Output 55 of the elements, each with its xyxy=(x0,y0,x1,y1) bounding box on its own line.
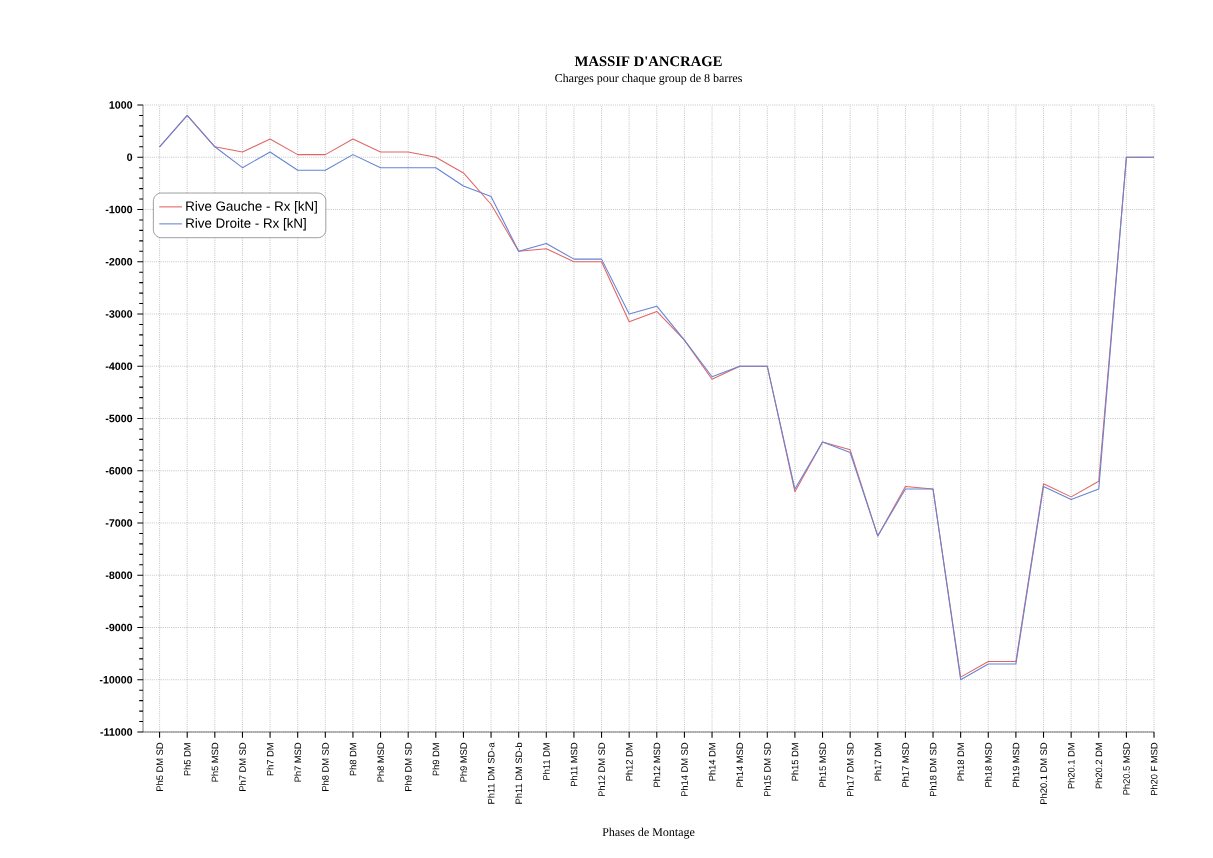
y-tick-label: -1000 xyxy=(105,205,133,214)
x-tick-label: Ph18 DM xyxy=(957,743,965,781)
x-tick-label: Ph20.5 MSD xyxy=(1122,742,1130,795)
x-tick-label: Ph14 DM xyxy=(708,743,716,781)
x-tick-label: Ph14 DM SD xyxy=(681,742,688,797)
y-tick-label: -10000 xyxy=(99,675,133,684)
legend-label: Rive Gauche - Rx [kN] xyxy=(186,201,317,214)
x-tick-label: Ph18 MSD xyxy=(984,742,992,787)
y-tick-label: -2000 xyxy=(105,257,133,266)
x-tick-label: Ph19 MSD xyxy=(1012,742,1020,787)
y-tick-label: -3000 xyxy=(105,310,133,318)
x-tick-label: Ph17 DM SD xyxy=(846,742,854,797)
x-tick-label: Ph20 F MSD xyxy=(1150,742,1158,796)
chart-title: MASSIF D'ANCRAGE xyxy=(574,56,722,67)
y-tick-label: 0 xyxy=(127,153,133,162)
x-tick-label: Ph20.1 DM SD xyxy=(1040,742,1047,804)
x-tick-label: Ph11 DM xyxy=(542,743,550,780)
y-tick-label: -7000 xyxy=(105,519,133,527)
x-tick-label: Ph12 DM xyxy=(625,743,633,781)
x-tick-label: Ph9 DM xyxy=(432,743,440,776)
x-tick-label: Ph5 DM xyxy=(183,743,191,776)
x-axis-title: Phases de Montage xyxy=(602,827,695,839)
x-tick-label: Ph11 MSD xyxy=(570,742,578,787)
x-tick-label: Ph8 DM SD xyxy=(321,742,329,791)
y-tick-label: -6000 xyxy=(105,466,133,475)
x-tick-label: Ph11 DM SD-a xyxy=(487,742,495,804)
x-tick-label: Ph7 DM xyxy=(266,743,274,776)
x-tick-label: Ph5 DM SD xyxy=(156,742,163,791)
y-tick-label: -5000 xyxy=(105,414,133,423)
x-tick-label: Ph14 MSD xyxy=(736,742,744,787)
x-tick-label: Ph9 DM SD xyxy=(404,742,412,791)
x-tick-label: Ph17 MSD xyxy=(901,742,909,787)
x-tick-label: Ph20.1 DM xyxy=(1067,743,1075,789)
x-tick-label: Ph7 MSD xyxy=(294,742,302,782)
x-tick-label: Ph20.2 DM xyxy=(1095,743,1103,789)
x-tick-label: Ph7 DM SD xyxy=(239,742,246,791)
x-tick-label: Ph8 DM xyxy=(349,743,357,776)
legend-label: Rive Droite - Rx [kN] xyxy=(186,218,306,231)
x-tick-label: Ph12 MSD xyxy=(653,742,661,787)
y-tick-label: 1000 xyxy=(109,101,133,109)
x-tick-label: Ph5 MSD xyxy=(211,742,219,782)
x-tick-label: Ph8 MSD xyxy=(377,742,384,782)
x-tick-label: Ph15 DM xyxy=(791,743,799,781)
y-tick-label: -8000 xyxy=(105,571,133,580)
x-tick-label: Ph9 MSD xyxy=(460,742,467,782)
y-tick-label: -9000 xyxy=(105,623,133,632)
chart-subtitle: Charges pour chaque group de 8 barres xyxy=(555,73,742,85)
x-tick-label: Ph17 DM xyxy=(874,743,882,781)
x-tick-label: Ph15 DM SD xyxy=(763,742,771,797)
x-tick-label: Ph11 DM SD-b xyxy=(515,742,523,804)
y-tick-label: -11000 xyxy=(100,728,133,736)
x-tick-label: Ph15 MSD xyxy=(819,742,826,787)
y-tick-label: -4000 xyxy=(105,362,133,371)
x-tick-label: Ph12 DM SD xyxy=(598,742,605,797)
x-tick-label: Ph18 DM SD xyxy=(929,742,937,797)
